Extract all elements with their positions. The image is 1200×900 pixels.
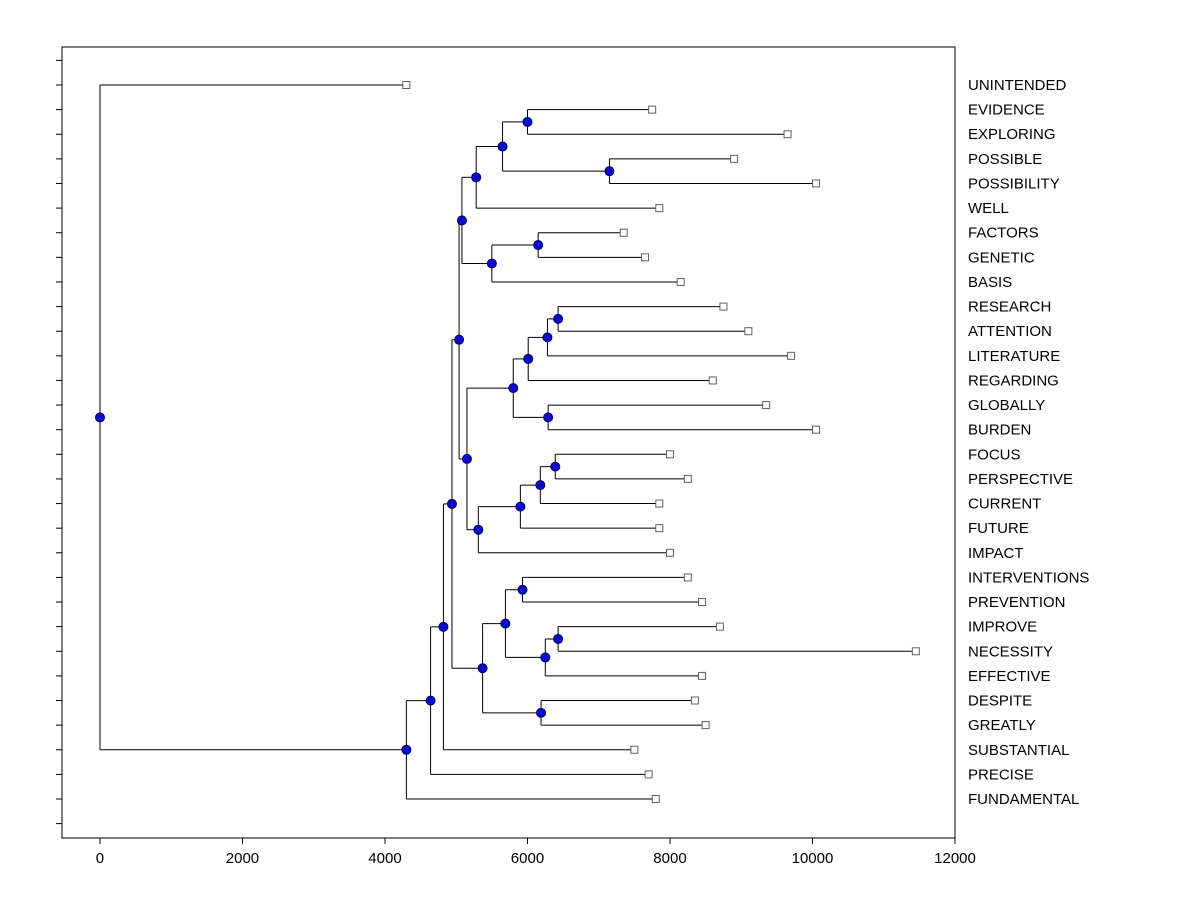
leaf-marker	[762, 401, 771, 410]
leaf-label: DESPITE	[968, 693, 1032, 710]
branch-node-marker	[553, 633, 564, 644]
leaf-marker	[644, 770, 653, 779]
leaf-marker	[683, 474, 692, 483]
leaf-marker	[683, 573, 692, 582]
leaf-label: EFFECTIVE	[968, 668, 1051, 685]
branch-node-marker	[543, 412, 554, 423]
leaf-marker	[911, 647, 920, 656]
leaf-marker	[783, 130, 792, 139]
branch-node-marker	[461, 453, 472, 464]
leaf-label: GREATLY	[968, 717, 1036, 734]
branch-node-marker	[508, 383, 519, 394]
leaf-marker	[665, 450, 674, 459]
leaf-label: INTERVENTIONS	[968, 569, 1089, 586]
branch-node-marker	[542, 332, 553, 343]
leaf-label: IMPACT	[968, 545, 1024, 562]
leaf-marker	[730, 154, 739, 163]
branch-node-marker	[471, 172, 482, 183]
x-axis-tick-label: 6000	[511, 850, 544, 867]
leaf-marker	[715, 622, 724, 631]
leaf-marker	[690, 696, 699, 705]
leaf-label: EVIDENCE	[968, 102, 1045, 119]
x-axis-tick-label: 0	[96, 850, 104, 867]
leaf-marker	[655, 524, 664, 533]
branch-node-marker	[486, 258, 497, 269]
branch-node-marker	[94, 412, 105, 423]
leaf-label: RESEARCH	[968, 299, 1051, 316]
leaf-label: BURDEN	[968, 422, 1031, 439]
leaf-marker	[402, 81, 411, 89]
leaf-marker	[787, 351, 796, 360]
leaf-marker	[665, 548, 674, 557]
branch-node-marker	[535, 480, 546, 491]
leaf-marker	[648, 105, 657, 114]
branch-node-marker	[401, 744, 412, 755]
branch-node-marker	[425, 695, 436, 706]
branch-node-marker	[497, 141, 508, 152]
x-axis-tick-label: 12000	[934, 850, 976, 867]
branch-node-marker	[477, 663, 488, 674]
leaf-label: PERSPECTIVE	[968, 471, 1073, 488]
leaf-label: FUTURE	[968, 520, 1029, 537]
leaf-label: FOCUS	[968, 446, 1021, 463]
leaf-label: IMPROVE	[968, 619, 1037, 636]
leaf-label: POSSIBILITY	[968, 175, 1060, 192]
leaf-label: EXPLORING	[968, 126, 1056, 143]
leaf-marker	[619, 228, 628, 237]
leaf-label: SUBSTANTIAL	[968, 742, 1069, 759]
leaf-label: GLOBALLY	[968, 397, 1045, 414]
leaf-marker	[719, 302, 728, 311]
leaf-label: REGARDING	[968, 372, 1059, 389]
leaf-label: PRECISE	[968, 766, 1034, 783]
branch-node-marker	[553, 313, 564, 324]
branch-node-marker	[523, 353, 534, 364]
leaf-marker	[812, 425, 821, 434]
branch-node-marker	[536, 707, 547, 718]
leaf-marker	[698, 598, 707, 607]
branch-node-marker	[517, 584, 528, 595]
leaf-marker	[744, 327, 753, 336]
x-axis-tick-label: 4000	[368, 850, 401, 867]
leaf-marker	[701, 721, 710, 730]
leaf-label: CURRENT	[968, 496, 1041, 513]
branch-node-marker	[522, 116, 533, 127]
leaf-label: GENETIC	[968, 249, 1035, 266]
branch-node-marker	[550, 461, 561, 472]
branch-node-marker	[604, 166, 615, 177]
branch-node-marker	[515, 501, 526, 512]
leaf-marker	[812, 179, 821, 188]
leaf-marker	[698, 671, 707, 680]
leaf-marker	[655, 499, 664, 508]
x-axis-tick-label: 10000	[792, 850, 834, 867]
branch-node-marker	[454, 334, 465, 345]
branch-node-marker	[473, 524, 484, 535]
leaf-marker	[708, 376, 717, 385]
leaf-marker	[655, 204, 664, 213]
leaf-label: BASIS	[968, 274, 1012, 291]
branch-node-marker	[438, 621, 449, 632]
leaf-marker	[641, 253, 650, 262]
leaf-label: LITERATURE	[968, 348, 1060, 365]
leaf-label: PREVENTION	[968, 594, 1066, 611]
leaf-label: NECESSITY	[968, 643, 1053, 660]
leaf-marker	[630, 745, 639, 754]
branch-node-marker	[446, 498, 457, 509]
branch-node-marker	[500, 618, 511, 629]
x-axis-tick-label: 8000	[653, 850, 686, 867]
leaf-marker	[676, 277, 685, 286]
branch-node-marker	[533, 240, 544, 251]
leaf-label: FACTORS	[968, 225, 1039, 242]
branch-node-marker	[456, 215, 467, 226]
leaf-label: POSSIBLE	[968, 151, 1042, 168]
plot-box	[61, 46, 956, 839]
leaf-marker	[651, 795, 660, 803]
leaf-label: FUNDAMENTAL	[968, 791, 1079, 808]
leaf-label: WELL	[968, 200, 1009, 217]
branch-node-marker	[540, 652, 551, 663]
leaf-label: ATTENTION	[968, 323, 1052, 340]
leaf-label: UNINTENDED	[968, 77, 1067, 94]
x-axis-tick-label: 2000	[226, 850, 259, 867]
